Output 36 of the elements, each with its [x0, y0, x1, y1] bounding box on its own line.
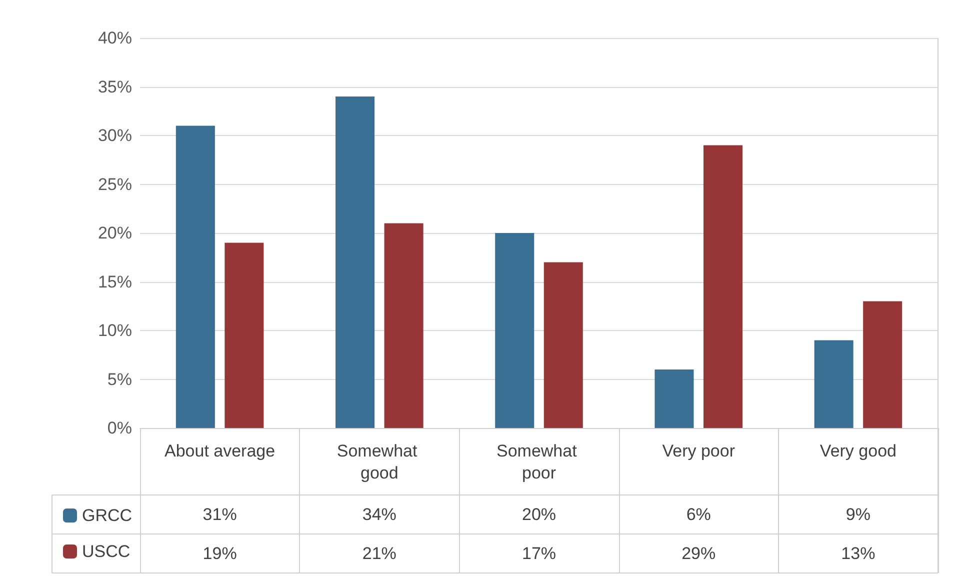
y-tick-label: 40% [98, 28, 132, 48]
data-label: 29% [682, 544, 716, 563]
data-label: 6% [686, 505, 711, 524]
bar [863, 301, 902, 428]
data-label: 31% [202, 505, 237, 524]
data-label: 9% [846, 505, 870, 524]
x-tick-label: Very poor [662, 442, 736, 460]
y-tick-label: 20% [98, 224, 132, 242]
x-tick-label: Very good [820, 442, 896, 460]
x-tick-label: Somewhat good [336, 442, 422, 482]
bar [544, 262, 583, 428]
x-tick-label: Somewhat poor [496, 442, 582, 482]
y-tick-label: 10% [98, 321, 132, 340]
bar [384, 223, 424, 428]
data-label: 19% [202, 544, 237, 563]
data-label: 34% [362, 505, 396, 524]
y-tick-label: 30% [98, 126, 132, 145]
bar [703, 145, 742, 428]
bar [495, 233, 534, 428]
y-tick-label: 15% [98, 272, 132, 292]
x-tick-label: About average [164, 442, 276, 460]
bar [336, 96, 375, 428]
data-label: 17% [522, 544, 556, 563]
data-label: 20% [522, 505, 556, 524]
data-label: 13% [841, 544, 876, 563]
y-tick-label: 25% [98, 174, 132, 194]
bar [176, 126, 215, 428]
legend-label: USCC [82, 542, 130, 561]
data-label: 21% [362, 544, 396, 563]
legend-label: GRCC [82, 506, 132, 525]
y-tick-label: 0% [107, 418, 132, 438]
y-tick-label: 5% [107, 370, 132, 389]
bar [224, 242, 264, 428]
y-tick-label: 35% [98, 77, 132, 96]
bar [654, 370, 694, 428]
bar [814, 340, 854, 428]
